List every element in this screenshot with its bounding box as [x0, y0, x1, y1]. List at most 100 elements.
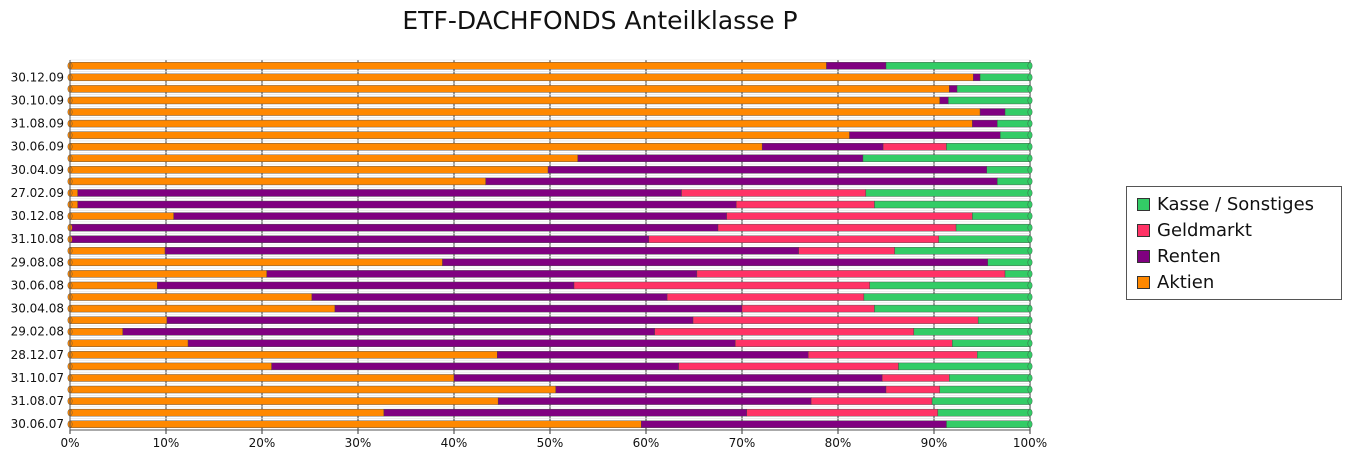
legend-swatch	[1137, 223, 1150, 237]
bar-segment	[1000, 131, 1031, 139]
bar-segment	[865, 189, 1031, 197]
y-tick-label: 31.08.07	[11, 394, 64, 408]
bar-segment	[931, 397, 1031, 405]
bar-cap-right	[1027, 166, 1033, 174]
bar-series	[67, 62, 1033, 428]
bar-cap-right	[1027, 200, 1033, 209]
bar-segment	[69, 108, 981, 116]
bar-segment	[863, 293, 1031, 301]
bar-segment	[122, 328, 655, 336]
bar-segment	[453, 374, 883, 382]
bar-segment	[979, 108, 1006, 116]
bar-cap-right	[1027, 293, 1033, 301]
bar-segment	[979, 73, 1031, 82]
bar-cap-right	[1027, 154, 1033, 162]
bar-segment	[997, 177, 1031, 186]
bar-cap-right	[1027, 351, 1033, 359]
y-tick-label: 29.08.08	[11, 255, 64, 269]
bar-segment	[69, 247, 166, 255]
bar-segment	[69, 397, 499, 405]
legend-swatch	[1137, 275, 1150, 289]
bar-cap-right	[1027, 108, 1033, 116]
bar-segment	[69, 385, 556, 394]
x-tick-label: 0%	[60, 436, 79, 450]
bar-segment	[826, 62, 887, 70]
bar-segment	[946, 420, 1031, 428]
bar-cap-right	[1027, 73, 1033, 82]
legend: Kasse / Sonstiges Geldmarkt Renten Aktien	[1126, 186, 1342, 300]
bar-segment	[69, 143, 763, 151]
bar-segment	[497, 397, 812, 405]
bar-cap-right	[1027, 119, 1033, 128]
y-tick-label: 30.12.09	[11, 70, 64, 84]
bar-segment	[1004, 270, 1031, 278]
bar-segment	[972, 119, 998, 128]
bar-segment	[874, 200, 1031, 209]
bar-segment	[949, 374, 1031, 382]
bar-segment	[939, 385, 1031, 394]
bar-cap-right	[1027, 189, 1033, 197]
bar-segment	[869, 281, 1031, 290]
bar-cap-right	[1027, 247, 1033, 255]
bar-segment	[948, 96, 1031, 105]
bar-segment	[69, 177, 486, 186]
bar-segment	[808, 351, 978, 359]
y-tick-label: 30.10.09	[11, 93, 64, 107]
y-tick-label: 31.10.07	[11, 371, 64, 385]
bar-segment	[577, 154, 864, 162]
bar-segment	[69, 166, 549, 174]
bar-cap-right	[1027, 85, 1033, 93]
bar-segment	[383, 408, 748, 417]
bar-segment	[717, 223, 957, 232]
bar-segment	[678, 362, 899, 371]
bar-segment	[555, 385, 887, 394]
x-tick-label: 100%	[1013, 436, 1047, 450]
bar-segment	[311, 293, 668, 301]
y-tick-label: 30.06.08	[11, 278, 64, 292]
bar-segment	[641, 420, 947, 428]
bar-segment	[881, 374, 950, 382]
bar-cap-right	[1027, 223, 1033, 232]
bar-segment	[69, 420, 642, 428]
bar-segment	[69, 339, 189, 347]
bar-segment	[442, 258, 988, 267]
bar-cap-right	[1027, 212, 1033, 220]
x-tick-label: 60%	[633, 436, 660, 450]
y-tick-label: 27.02.09	[11, 186, 64, 200]
bar-segment	[69, 131, 850, 139]
bar-segment	[187, 339, 736, 347]
legend-item: Kasse / Sonstiges	[1137, 191, 1341, 217]
bar-segment	[913, 328, 1031, 336]
x-tick-label: 80%	[825, 436, 852, 450]
bar-segment	[736, 200, 875, 209]
x-tick-label: 70%	[729, 436, 756, 450]
bar-segment	[69, 85, 950, 93]
y-tick-label: 30.04.09	[11, 163, 64, 177]
bar-segment	[666, 293, 865, 301]
bar-segment	[946, 143, 1031, 151]
bar-cap-right	[1027, 131, 1033, 139]
bar-segment	[874, 304, 1031, 313]
bar-segment	[977, 351, 1031, 359]
bar-segment	[1004, 108, 1031, 116]
legend-swatch	[1137, 197, 1150, 211]
bar-segment	[69, 62, 827, 70]
bar-segment	[648, 235, 940, 243]
axes: 0% 10% 20% 30% 40% 50% 60% 70% 80% 90% 100% 30.12.0…	[11, 60, 1047, 450]
chart-title: ETF-DACHFONDS Anteilklasse P	[402, 6, 798, 35]
bar-segment	[810, 397, 933, 405]
bar-cap-right	[1027, 408, 1033, 417]
bar-segment	[69, 270, 268, 278]
bar-segment	[69, 235, 650, 243]
bar-segment	[69, 316, 168, 324]
bar-segment	[69, 304, 336, 313]
bar-segment	[956, 85, 1031, 93]
bar-segment	[69, 119, 973, 128]
y-tick-label: 30.06.09	[11, 140, 64, 154]
bar-cap-right	[1027, 316, 1033, 324]
bar-cap-right	[1027, 362, 1033, 371]
bar-segment	[726, 212, 973, 220]
bar-segment	[885, 385, 940, 394]
bar-segment	[939, 96, 949, 105]
